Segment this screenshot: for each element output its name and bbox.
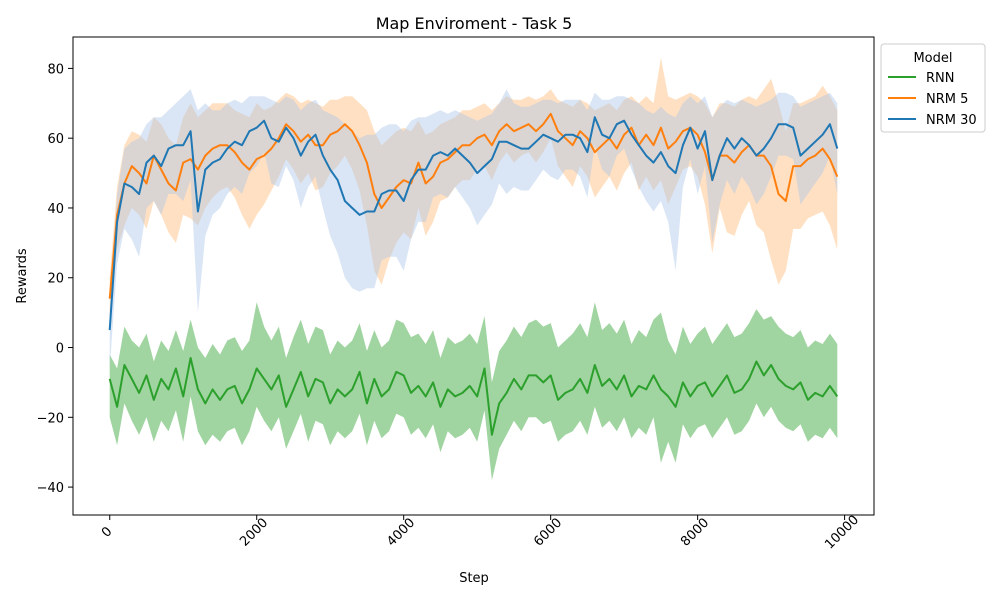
legend-items: RNN NRM 5 NRM 30 [888,71,977,128]
series-line-nrm-30 [108,116,839,331]
legend: Model RNN NRM 5 NRM 30 [880,43,986,133]
y-axis-label: Rewards [15,248,30,303]
y-axis-ticks: −40 −20 0 20 40 60 80 [37,62,73,496]
y-tick-label: 60 [47,132,64,147]
legend-box [880,43,986,133]
legend-label-nrm-5: NRM 5 [926,92,968,107]
axes-frame [72,36,875,516]
legend-title: Model [913,51,952,66]
chart-title: Map Enviroment - Task 5 [376,14,573,33]
y-tick-label: 0 [56,342,64,357]
y-tick-label: −40 [37,481,64,496]
series-line-rnn [108,357,839,436]
legend-label-nrm-30: NRM 30 [926,113,977,128]
y-tick-label: 40 [47,202,64,217]
legend-label-rnn: RNN [926,71,954,86]
y-tick-label: 20 [47,272,64,287]
series-lines [108,112,839,436]
plot-area [72,36,875,516]
band-nrm-5 [109,57,838,320]
y-tick-label: 80 [47,62,64,77]
x-axis-label: Step [459,571,489,586]
y-tick-label: −20 [37,411,64,426]
